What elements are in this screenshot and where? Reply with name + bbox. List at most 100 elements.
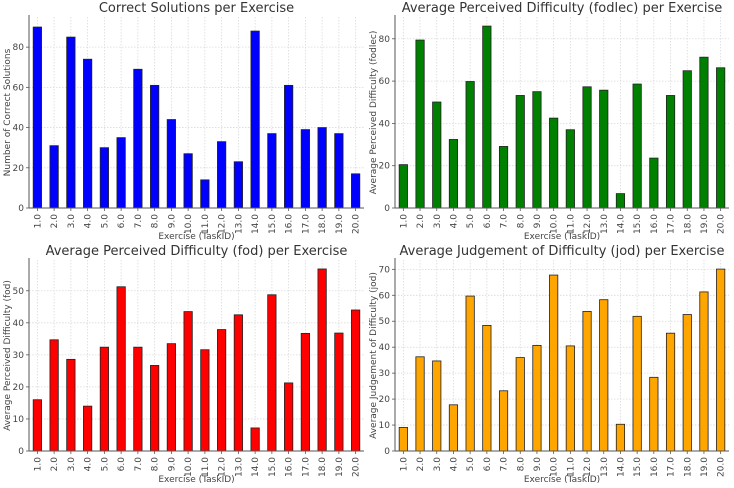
y-tick-label: 60 [379,77,391,87]
chart-panel-1: 0 20 40 60 80 1.0 2.0 3.0 4.0 5.0 6.0 7.0 8.0 9.0 10.0… [3,1,364,242]
y-axis-label: Average Judgement of Difficulty (jod) [369,272,379,439]
bar-17.0 [665,95,676,209]
bar-14.0 [615,193,626,209]
x-tick-label: 20.0 [352,457,362,477]
x-tick-label: 13.0 [600,214,610,234]
y-tick-label: 40 [379,119,391,129]
x-tick-label: 15.0 [633,457,643,477]
x-tick-label: 11.0 [566,214,576,234]
x-tick-label: 14.0 [616,214,626,234]
bar-9.0 [166,343,176,452]
x-tick-label: 1.0 [399,214,409,229]
x-tick-label: 2.0 [50,457,60,472]
bar-3.0 [66,36,76,209]
bar-9.0 [532,344,542,452]
bar-4.0 [83,58,93,209]
bar-1.0 [398,426,408,452]
x-tick-label: 12.0 [218,457,228,477]
x-tick-label: 11.0 [201,214,211,234]
bar-4.0 [448,404,459,452]
y-tick-label: 50 [13,287,25,297]
bar-10.0 [183,311,193,452]
x-axis-label: Exercise (TaskID) [524,232,600,242]
bar-8.0 [515,95,525,209]
x-tick-label: 12.0 [218,214,228,234]
bar-15.0 [632,315,642,452]
bar-7.0 [133,346,143,452]
bar-5.0 [99,346,109,452]
bar-14.0 [250,30,260,209]
bar-19.0 [699,56,709,209]
x-tick-label: 4.0 [84,214,94,229]
bar-17.0 [665,332,676,452]
x-tick-label: 3.0 [67,457,77,472]
bar-12.0 [217,329,227,452]
bar-13.0 [599,89,609,209]
x-tick-label: 20.0 [717,457,727,477]
bar-16.0 [649,157,659,209]
x-tick-label: 16.0 [285,457,295,477]
x-tick-label: 10.0 [184,457,194,477]
x-tick-label: 7.0 [134,457,144,472]
x-tick-label: 7.0 [500,214,510,229]
x-tick-label: 18.0 [318,214,328,234]
x-tick-label: 17.0 [301,214,311,234]
bar-12.0 [217,141,227,209]
bar-15.0 [267,294,277,452]
x-tick-label: 1.0 [33,457,43,472]
bar-12.0 [582,86,592,209]
y-axis-label: Average Perceived Difficulty (fod) [3,280,13,431]
x-tick-label: 8.0 [151,457,161,472]
y-tick-label: 20 [379,162,391,172]
x-tick-label: 19.0 [335,457,345,477]
bar-2.0 [49,145,59,209]
chart-title: Average Judgement of Difficulty (jod) pe… [400,244,725,259]
y-tick-label: 20 [13,164,25,174]
x-tick-label: 8.0 [151,214,161,229]
bar-2.0 [49,339,59,452]
chart-panel-4: 0 10 20 30 40 50 60 70 1.0 2.0 3.0 4.0 5.0 6.0 7.0 8.0 9… [369,244,729,485]
x-axis-label: Exercise (TaskID) [158,475,234,485]
y-tick-label: 50 [379,317,391,327]
bar-7.0 [133,68,143,209]
x-tick-label: 9.0 [533,214,543,229]
bar-5.0 [465,295,475,452]
bar-16.0 [649,376,659,452]
bar-18.0 [682,314,692,452]
bar-10.0 [549,117,559,209]
x-tick-label: 8.0 [516,214,526,229]
bar-1.0 [32,26,42,209]
x-tick-label: 1.0 [399,457,409,472]
x-tick-label: 3.0 [433,457,443,472]
x-tick-label: 14.0 [251,457,261,477]
bar-19.0 [699,291,709,452]
y-tick-label: 0 [18,204,24,214]
x-tick-label: 18.0 [683,214,693,234]
y-tick-label: 30 [13,351,25,361]
bar-2.0 [415,39,425,209]
x-tick-label: 2.0 [416,457,426,472]
bar-11.0 [200,179,210,209]
x-tick-label: 18.0 [683,457,693,477]
y-tick-label: 60 [379,291,391,301]
x-tick-label: 15.0 [268,214,278,234]
x-tick-label: 16.0 [650,457,660,477]
bar-3.0 [432,360,442,452]
x-tick-label: 15.0 [268,457,278,477]
x-tick-label: 12.0 [583,457,593,477]
bar-19.0 [334,133,344,209]
x-tick-label: 8.0 [516,457,526,472]
y-tick-label: 60 [13,83,25,93]
x-tick-label: 16.0 [285,214,295,234]
bar-20.0 [716,67,726,209]
bar-9.0 [166,119,176,209]
x-tick-label: 5.0 [466,457,476,472]
x-tick-label: 2.0 [50,214,60,229]
x-tick-label: 9.0 [167,457,177,472]
x-tick-label: 4.0 [449,214,459,229]
x-axis-label: Exercise (TaskID) [524,475,600,485]
y-axis-label: Average Perceived Difficulty (fodlec) [369,31,379,195]
bar-14.0 [615,423,626,452]
